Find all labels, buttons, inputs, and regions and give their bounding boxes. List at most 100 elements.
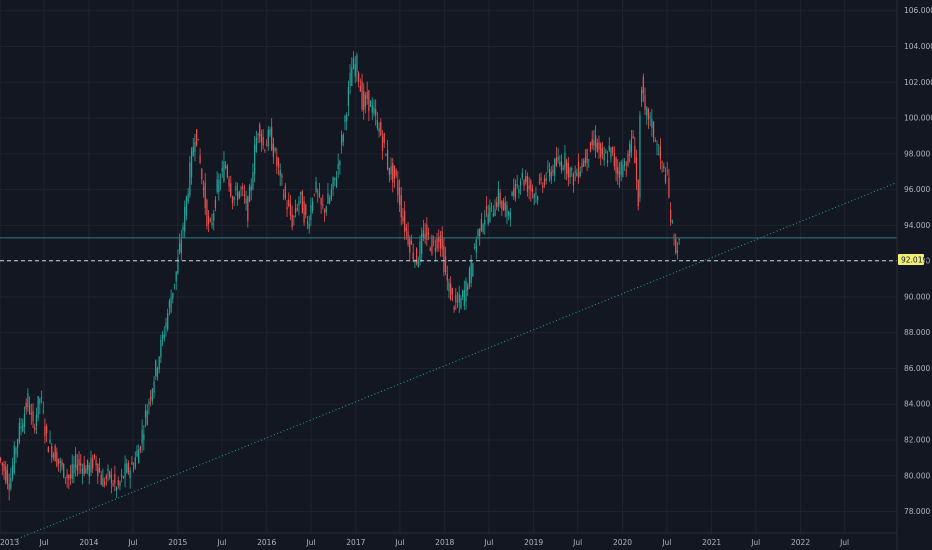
candle-body <box>673 235 675 237</box>
candle-body <box>637 179 639 207</box>
candle-body <box>617 166 619 175</box>
candle-body <box>25 403 27 410</box>
candle-body <box>49 439 51 443</box>
candle-body <box>393 165 396 179</box>
candle-body <box>612 146 614 153</box>
candle-body <box>535 192 537 195</box>
candle-body <box>618 171 621 178</box>
candle-body <box>11 465 14 479</box>
candle-body <box>276 156 278 166</box>
candle-body <box>475 239 477 253</box>
candle-body <box>163 334 165 339</box>
candle-body <box>160 339 162 358</box>
candle-body <box>504 202 506 211</box>
candle-body <box>373 107 375 114</box>
candle-body <box>5 466 7 482</box>
candle-body <box>494 209 496 217</box>
candle-body <box>30 412 32 415</box>
candle-body <box>501 200 503 210</box>
candle-body <box>226 166 228 177</box>
candle-body <box>487 213 489 224</box>
x-tick-label: Jul <box>839 538 849 547</box>
candle-body <box>85 468 87 474</box>
candle-body <box>134 457 136 468</box>
candle-body <box>318 192 321 197</box>
candle-body <box>156 368 159 378</box>
candle-body <box>289 203 292 216</box>
candle-body <box>647 108 650 120</box>
candle-body <box>364 94 367 107</box>
candle-body <box>197 139 199 141</box>
time-axis[interactable]: 2013 Jul 2014 Jul 2015 Jul 2016 Jul 2017 Jul 2018 J… <box>0 538 849 547</box>
candle-body <box>417 259 419 268</box>
candle-body <box>315 181 317 192</box>
candle-body <box>81 468 84 474</box>
candle-body <box>184 206 186 232</box>
support-trendline[interactable] <box>14 181 898 541</box>
candle-body <box>20 426 22 429</box>
candle-body <box>27 393 29 408</box>
candle-body <box>98 467 101 473</box>
y-tick-label: 82.000 <box>904 435 930 444</box>
candle-body <box>322 204 324 206</box>
y-tick-label: 84.000 <box>904 400 930 409</box>
candle-body <box>76 464 78 471</box>
candle-body <box>52 454 55 458</box>
candle-body <box>555 157 558 166</box>
candle-body <box>525 176 527 183</box>
candle-body <box>223 161 225 182</box>
candle-body <box>151 389 153 402</box>
candle-body <box>477 229 479 236</box>
candle-body <box>97 463 99 477</box>
candle-body <box>460 297 462 309</box>
candle-body <box>201 168 203 180</box>
y-tick-label: 86.000 <box>904 364 930 373</box>
candle-body <box>194 141 196 153</box>
candle-body <box>168 300 171 308</box>
candle-body <box>436 238 438 249</box>
candle-body <box>375 109 377 116</box>
candle-body <box>339 160 341 166</box>
candle-body <box>279 170 281 176</box>
candle-body <box>228 178 230 187</box>
candle-body <box>42 410 44 412</box>
candle-body <box>468 268 471 287</box>
candle-body <box>105 476 107 480</box>
candle-body <box>139 446 142 450</box>
candle-body <box>581 163 583 168</box>
candle-body <box>305 204 307 215</box>
overlay-lines <box>0 181 898 541</box>
candle-body <box>57 458 60 464</box>
x-tick-label: 2014 <box>79 538 98 547</box>
candle-body <box>608 145 610 151</box>
candle-body <box>269 128 271 136</box>
candle-body <box>433 241 435 242</box>
candle-body <box>387 150 389 169</box>
candle-body <box>204 182 206 208</box>
candle-body <box>533 194 535 199</box>
candle-body <box>175 271 177 282</box>
candle-body <box>467 285 469 290</box>
candle-body <box>652 121 655 139</box>
candle-body <box>519 180 522 186</box>
candle-body <box>337 163 339 169</box>
candle-body <box>274 148 276 151</box>
candle-body <box>511 191 513 197</box>
candle-body <box>404 211 406 232</box>
candle-body <box>153 381 155 393</box>
candle-body <box>502 200 505 211</box>
candle-body <box>54 445 56 462</box>
candle-body <box>402 216 404 222</box>
candle-body <box>496 202 498 208</box>
candle-body <box>34 427 36 430</box>
candle-body <box>47 446 49 453</box>
candle-body <box>40 396 43 399</box>
candle-body <box>325 207 327 213</box>
candle-body <box>69 474 72 478</box>
candle-body <box>71 463 73 479</box>
candle-body <box>182 226 184 230</box>
candle-body <box>88 464 90 477</box>
candle-body <box>310 204 312 220</box>
candle-body <box>601 147 604 154</box>
